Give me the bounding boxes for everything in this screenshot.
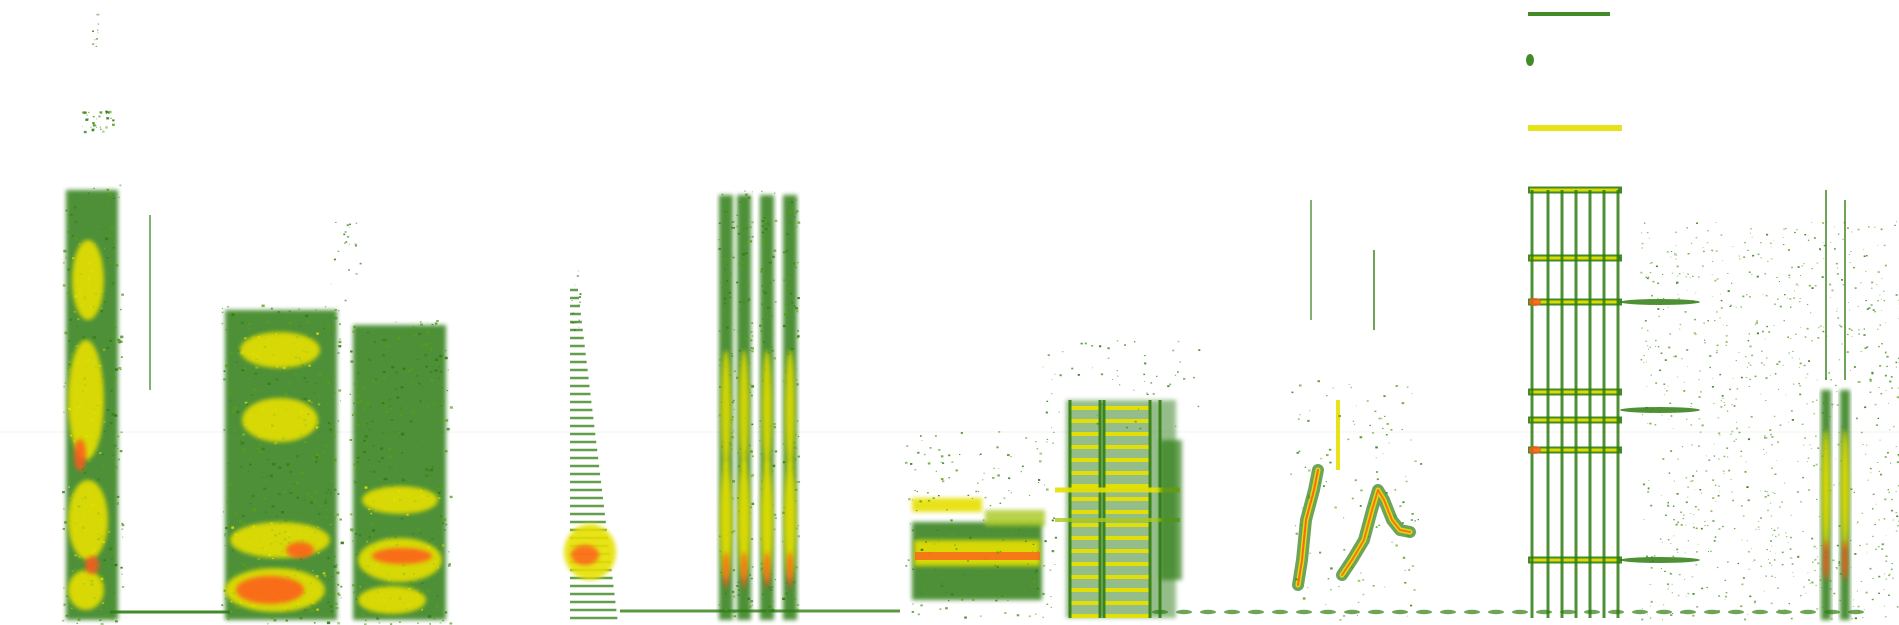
call-10 [1640,190,1899,621]
call-2 [221,304,344,625]
call-3 [349,320,453,625]
call-9 [1526,12,1700,618]
call-8 [1290,200,1423,621]
call-1 [62,184,125,625]
call-3-speckle [330,221,362,302]
call-4 [564,270,618,620]
ridge-4 [782,195,801,620]
ridge-2 [736,190,755,620]
call-6 [905,431,1057,619]
call-1-top [82,13,151,390]
ridge-1 [718,193,736,620]
ridge-3 [759,190,778,620]
call-7 [1042,340,1201,618]
